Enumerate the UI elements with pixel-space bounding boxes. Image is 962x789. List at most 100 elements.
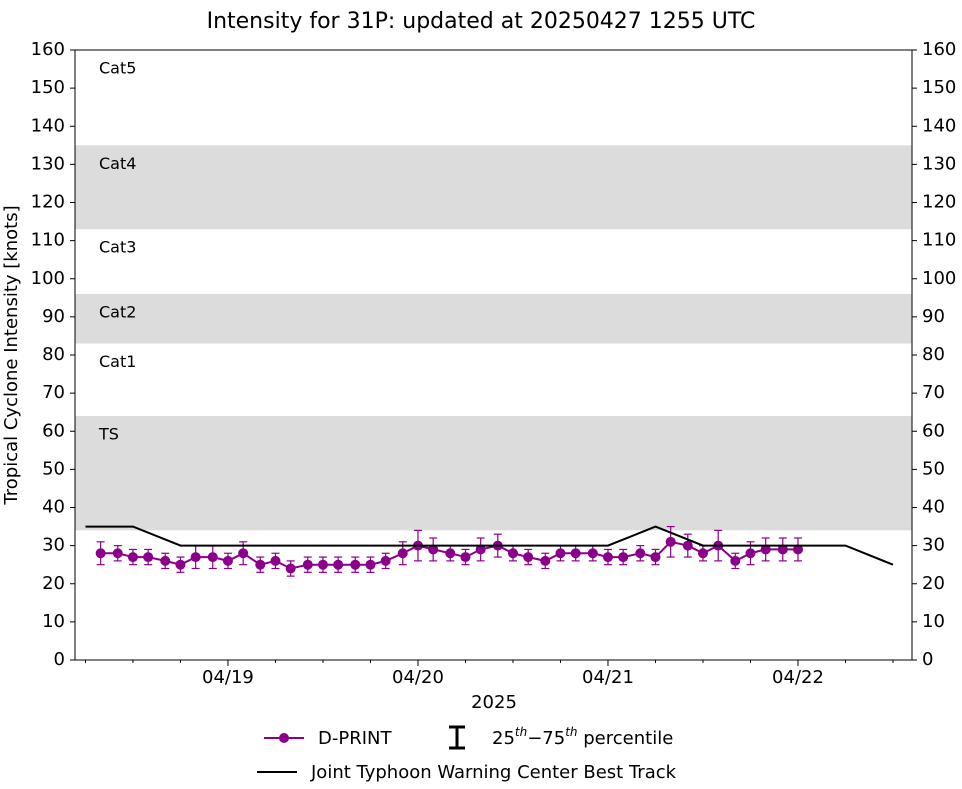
data-point xyxy=(127,552,138,563)
data-point xyxy=(460,552,471,563)
legend-label-part: th xyxy=(565,725,577,739)
y-tick-label: 90 xyxy=(42,306,65,327)
y2-tick-label: 0 xyxy=(922,649,933,670)
legend-label: Joint Typhoon Warning Center Best Track xyxy=(310,762,677,783)
data-point xyxy=(160,555,171,566)
plot-frame xyxy=(74,49,913,661)
data-point xyxy=(635,548,646,559)
y2-tick-label: 80 xyxy=(922,344,945,365)
y2-tick-label: 10 xyxy=(922,611,945,632)
data-point xyxy=(207,552,218,563)
data-point xyxy=(380,555,391,566)
data-point xyxy=(730,555,741,566)
y2-tick-label: 160 xyxy=(922,39,956,60)
data-point xyxy=(570,548,581,559)
y2-tick-label: 90 xyxy=(922,306,945,327)
x-tick-label: 04/20 xyxy=(392,667,444,688)
legend-label: D-PRINT xyxy=(318,728,392,749)
data-point xyxy=(95,548,106,559)
data-point xyxy=(555,548,566,559)
category-band xyxy=(75,145,912,230)
data-point xyxy=(507,548,518,559)
y-tick-label: 70 xyxy=(42,382,65,403)
y-tick-label: 20 xyxy=(42,573,65,594)
data-point xyxy=(190,552,201,563)
y2-tick-label: 50 xyxy=(922,458,945,479)
data-point xyxy=(760,544,771,555)
data-point xyxy=(255,559,266,570)
data-point xyxy=(270,555,281,566)
data-point xyxy=(665,536,676,547)
data-point xyxy=(238,548,249,559)
legend-label-part: percentile xyxy=(578,728,674,749)
category-band xyxy=(75,416,912,531)
data-point xyxy=(365,559,376,570)
y-tick-label: 110 xyxy=(31,230,65,251)
data-point xyxy=(602,552,613,563)
y-tick-label: 80 xyxy=(42,344,65,365)
y2-tick-label: 140 xyxy=(922,115,956,136)
data-point xyxy=(112,548,123,559)
category-label: Cat4 xyxy=(99,154,136,173)
category-label: Cat5 xyxy=(99,59,136,78)
y2-tick-label: 110 xyxy=(922,230,956,251)
x-tick-label: 04/21 xyxy=(582,667,634,688)
x-tick-label: 04/19 xyxy=(202,667,254,688)
y-tick-label: 0 xyxy=(54,649,65,670)
y-tick-label: 150 xyxy=(31,77,65,98)
chart-title: Intensity for 31P: updated at 20250427 1… xyxy=(207,9,756,34)
y-tick-label: 30 xyxy=(42,535,65,556)
y2-tick-label: 40 xyxy=(922,497,945,518)
y2-tick-label: 20 xyxy=(922,573,945,594)
data-point xyxy=(523,552,534,563)
legend-marker xyxy=(279,733,289,743)
x-axis-label: 2025 xyxy=(471,692,517,713)
data-point xyxy=(350,559,361,570)
data-point xyxy=(317,559,328,570)
data-point xyxy=(175,559,186,570)
x-tick-label: 04/22 xyxy=(772,667,824,688)
data-point xyxy=(302,559,313,570)
legend-label-part: 25 xyxy=(492,728,515,749)
data-point xyxy=(285,563,296,574)
data-point xyxy=(333,559,344,570)
y-tick-label: 50 xyxy=(42,458,65,479)
series-line xyxy=(85,525,894,566)
data-point xyxy=(397,548,408,559)
y-tick-label: 130 xyxy=(31,153,65,174)
data-point xyxy=(792,544,803,555)
y-tick-label: 160 xyxy=(31,39,65,60)
data-point xyxy=(777,544,788,555)
data-point xyxy=(745,548,756,559)
y2-tick-label: 30 xyxy=(922,535,945,556)
y2-tick-label: 150 xyxy=(922,77,956,98)
y-axis-label: Tropical Cyclone Intensity [knots] xyxy=(1,205,22,505)
data-point xyxy=(540,555,551,566)
y-tick-label: 60 xyxy=(42,420,65,441)
data-point xyxy=(618,552,629,563)
data-point xyxy=(475,544,486,555)
category-label: Cat3 xyxy=(99,238,136,257)
category-label: Cat1 xyxy=(99,352,136,371)
y-tick-label: 140 xyxy=(31,115,65,136)
legend-label-part: th xyxy=(515,725,527,739)
data-point xyxy=(697,548,708,559)
y-tick-label: 100 xyxy=(31,268,65,289)
category-band xyxy=(75,294,912,344)
data-point xyxy=(143,552,154,563)
data-point xyxy=(587,548,598,559)
data-point xyxy=(428,544,439,555)
y2-tick-label: 100 xyxy=(922,268,956,289)
y2-tick-label: 130 xyxy=(922,153,956,174)
y-tick-label: 120 xyxy=(31,192,65,213)
y-tick-label: 10 xyxy=(42,611,65,632)
legend-label: 25th−75th percentile xyxy=(492,725,673,750)
category-label: TS xyxy=(98,425,119,444)
y2-tick-label: 120 xyxy=(922,192,956,213)
data-point xyxy=(222,555,233,566)
y2-tick-label: 60 xyxy=(922,420,945,441)
y-tick-label: 40 xyxy=(42,497,65,518)
legend-label-part: −75 xyxy=(527,728,565,749)
data-point xyxy=(650,552,661,563)
